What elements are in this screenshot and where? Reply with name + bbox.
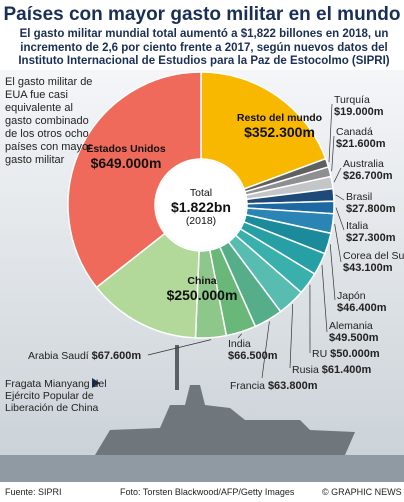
slice-label: India $66.500m: [228, 338, 278, 362]
category-label: Canadá: [336, 126, 373, 138]
category-label: Italia: [346, 220, 369, 232]
slice-label: Australia $26.700m: [343, 158, 393, 182]
category-label: Estados Unidos: [86, 143, 166, 155]
subtitle: El gasto militar mundial total aumentó a…: [18, 28, 390, 67]
leader-line: [321, 264, 328, 333]
value-label: $66.500m: [228, 350, 278, 362]
category-label: Australia: [343, 158, 384, 170]
value-label: $250.000m: [166, 287, 238, 303]
category-label: RU: [312, 348, 328, 360]
total-value: $1.822bn: [171, 199, 231, 215]
value-label: $649.000m: [90, 155, 162, 171]
slice-label: Canadá $21.600m: [336, 126, 386, 150]
value-label: $26.700m: [343, 170, 393, 182]
caption: Fragata Mianyang del Ejército Popular de…: [5, 378, 107, 414]
slice-label: Francia $63.800m: [230, 380, 317, 392]
value-label: $67.600m: [91, 350, 142, 362]
category-label: Arabia Saudí: [28, 350, 89, 362]
leader-line: [335, 207, 345, 231]
wedge: [67, 71, 202, 289]
slice-label: Corea del Sur $43.100m: [343, 250, 404, 274]
slice-label: Alemania $49.500m: [329, 320, 379, 344]
value-label: $46.400m: [337, 302, 387, 314]
donut-hole: [156, 160, 246, 250]
category-label: India: [228, 338, 251, 350]
category-label: Turquía: [334, 94, 370, 106]
leader-line: [329, 244, 336, 301]
total-name: Total: [189, 187, 213, 199]
slice-label: Italia $27.300m: [346, 220, 396, 244]
annotation: El gasto militar de EUA fue casi equival…: [5, 76, 93, 166]
ship: [95, 385, 355, 455]
wedge: [200, 71, 327, 190]
sea: [0, 455, 404, 482]
category-label: Alemania: [329, 320, 373, 332]
total-label: Total $1.822bn (2018): [156, 187, 246, 227]
value-label: $27.800m: [346, 203, 396, 215]
leader-line: [328, 103, 333, 163]
category-label: China: [187, 275, 217, 287]
credit: Foto: Torsten Blackwood/AFP/Getty Images: [120, 487, 295, 497]
category-label: Japón: [337, 290, 366, 302]
slice-label: Estados Unidos $649.000m: [76, 143, 176, 171]
slice-label: RU $50.000m: [312, 348, 380, 360]
play-icon: [92, 378, 100, 388]
leader-line: [261, 321, 270, 379]
category-label: Corea del Sur: [343, 250, 404, 262]
leader-line: [237, 333, 242, 339]
copyright: © GRAPHIC NEWS: [322, 487, 402, 497]
slice-label: Turquía $19.000m: [334, 94, 384, 118]
category-label: Francia: [230, 380, 266, 392]
value-label: $19.000m: [334, 106, 384, 118]
slice-label: Brasil $27.800m: [346, 191, 396, 215]
value-label: $63.800m: [267, 380, 318, 392]
category-label: Resto del mundo: [236, 112, 323, 124]
value-label: $43.100m: [343, 262, 393, 274]
leader-line: [289, 304, 294, 369]
leader-line: [147, 339, 212, 356]
slice-label: Resto del mundo $352.300m: [232, 112, 327, 140]
value-label: $352.300m: [244, 124, 315, 140]
ship-mast: [175, 345, 179, 390]
value-label: $61.400m: [321, 364, 372, 376]
slice-label: Arabia Saudí $67.600m: [28, 350, 141, 362]
value-label: $50.000m: [330, 348, 380, 360]
leader-line: [334, 223, 342, 263]
value-label: $49.500m: [329, 332, 379, 344]
leader-line: [335, 194, 345, 201]
leader-line: [333, 167, 342, 183]
total-year: (2018): [185, 215, 217, 227]
slice-label: China $250.000m: [152, 275, 252, 303]
slice-label: Japón $46.400m: [337, 290, 387, 314]
slice-label: Rusia $61.400m: [292, 364, 371, 376]
category-label: Rusia: [292, 364, 319, 376]
source: Fuente: SIPRI: [5, 487, 62, 497]
leader-line: [331, 135, 335, 172]
category-label: Brasil: [346, 191, 373, 203]
title: Países con mayor gasto militar en el mun…: [3, 4, 401, 25]
value-label: $27.300m: [346, 232, 396, 244]
value-label: $21.600m: [336, 138, 386, 150]
